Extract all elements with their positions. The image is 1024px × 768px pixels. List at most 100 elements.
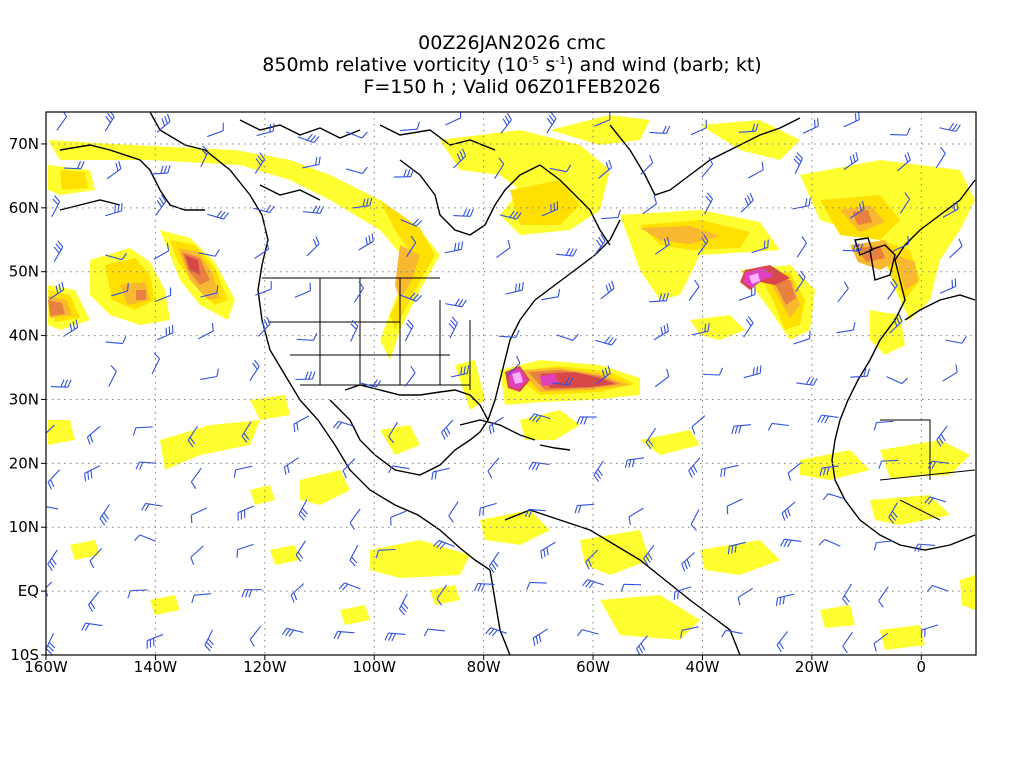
wind-barb — [598, 159, 613, 179]
wind-barb — [256, 123, 275, 137]
wind-barb — [84, 465, 101, 482]
longitude-labels: 160W 140W 120W 100W 80W 60W 40W 20W 0 — [24, 658, 926, 676]
wind-barb — [740, 192, 754, 213]
wind-barbs — [46, 112, 967, 655]
wind-barb — [51, 195, 61, 217]
wind-barb — [886, 376, 908, 385]
wind-barb — [942, 201, 959, 218]
wind-barb — [500, 112, 512, 134]
wind-barb — [843, 152, 859, 171]
wind-barb — [134, 534, 156, 542]
wind-barb — [431, 467, 450, 481]
wind-barb — [204, 629, 214, 652]
wind-barb — [453, 208, 474, 217]
wind-barb — [850, 368, 871, 378]
wind-barb — [642, 195, 658, 215]
wind-barb — [50, 379, 72, 388]
wind-barb — [842, 243, 864, 252]
wind-barb — [680, 626, 699, 639]
lat-label: EQ — [18, 582, 39, 600]
wind-barb — [404, 365, 416, 387]
wind-barb — [643, 544, 655, 566]
wind-barb — [487, 457, 500, 479]
lat-label: 60N — [9, 199, 39, 217]
wind-barb — [704, 192, 714, 215]
wind-barb — [873, 632, 889, 652]
wind-barb — [939, 278, 957, 294]
wind-barb — [197, 323, 214, 340]
lon-label: 160W — [24, 658, 68, 676]
wind-barb — [302, 156, 321, 169]
wind-barb — [258, 316, 271, 337]
wind-barb — [453, 148, 467, 169]
wind-barb — [526, 581, 547, 590]
wind-barb — [873, 420, 894, 431]
wind-barb — [485, 627, 507, 637]
wind-barb — [836, 322, 856, 334]
wind-barb — [156, 113, 171, 133]
wind-barb — [878, 586, 889, 608]
wind-barb — [819, 465, 839, 476]
wind-barb — [433, 539, 455, 550]
wind-barb — [404, 319, 414, 342]
lat-label: 20N — [9, 454, 39, 472]
wind-barb — [88, 591, 100, 612]
wind-barb — [655, 236, 670, 255]
wind-barb — [342, 458, 356, 479]
wind-barb — [63, 161, 85, 170]
wind-barb — [688, 279, 700, 301]
wind-barb — [748, 161, 764, 179]
wind-barb — [926, 584, 949, 592]
wind-barb — [645, 427, 657, 450]
wind-barb — [593, 460, 604, 482]
wind-barb — [353, 197, 373, 209]
wind-barb — [690, 509, 700, 531]
wind-barb — [549, 164, 572, 173]
lat-label: 50N — [9, 263, 39, 281]
wind-barb — [190, 467, 202, 489]
wind-barb — [345, 131, 368, 139]
wind-barb — [939, 122, 961, 132]
wind-barb — [473, 583, 495, 592]
wind-barb — [649, 292, 670, 303]
vorticity-shading — [48, 115, 975, 650]
wind-barb — [384, 632, 406, 642]
wind-barb — [290, 583, 305, 603]
wind-barb — [237, 505, 254, 521]
wind-barb — [200, 145, 209, 168]
wind-barb — [281, 627, 304, 637]
wind-barb — [776, 631, 789, 653]
wind-barb — [541, 288, 561, 301]
wind-barb — [359, 379, 382, 388]
wind-barb — [507, 355, 521, 376]
lon-label: 0 — [917, 658, 927, 676]
title-line-2: 850mb relative vorticity (10-5 s-1) and … — [262, 54, 762, 76]
lon-label: 100W — [353, 658, 397, 676]
wind-barb — [200, 284, 219, 298]
wind-barb — [688, 457, 701, 478]
wind-barb — [99, 504, 110, 526]
lat-label: 30N — [9, 390, 39, 408]
wind-barb — [89, 547, 103, 569]
wind-barb — [46, 424, 56, 434]
wind-barb — [448, 316, 458, 339]
wind-barb — [295, 371, 316, 381]
wind-barb — [843, 112, 860, 128]
wind-barb — [889, 313, 903, 334]
wind-barb — [293, 415, 309, 433]
wind-barb — [787, 462, 802, 481]
wind-barb — [297, 133, 320, 144]
wind-barb — [445, 298, 467, 308]
lon-label: 20W — [795, 658, 829, 676]
wind-barb — [349, 544, 359, 567]
wind-barb — [673, 586, 692, 600]
wind-barb — [842, 583, 852, 606]
wind-barb — [596, 365, 611, 384]
wind-barb — [81, 622, 103, 631]
wind-barb — [701, 157, 714, 178]
wind-barb — [899, 192, 911, 214]
wind-barb — [628, 507, 644, 525]
wind-barb — [691, 323, 710, 336]
wind-barb — [254, 152, 266, 174]
wind-barb — [56, 112, 68, 131]
